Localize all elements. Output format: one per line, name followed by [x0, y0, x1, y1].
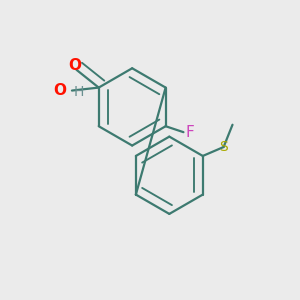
Text: F: F: [186, 125, 194, 140]
Text: O: O: [68, 58, 81, 73]
Text: S: S: [219, 140, 228, 154]
Text: O: O: [53, 83, 66, 98]
Text: H: H: [74, 85, 84, 99]
